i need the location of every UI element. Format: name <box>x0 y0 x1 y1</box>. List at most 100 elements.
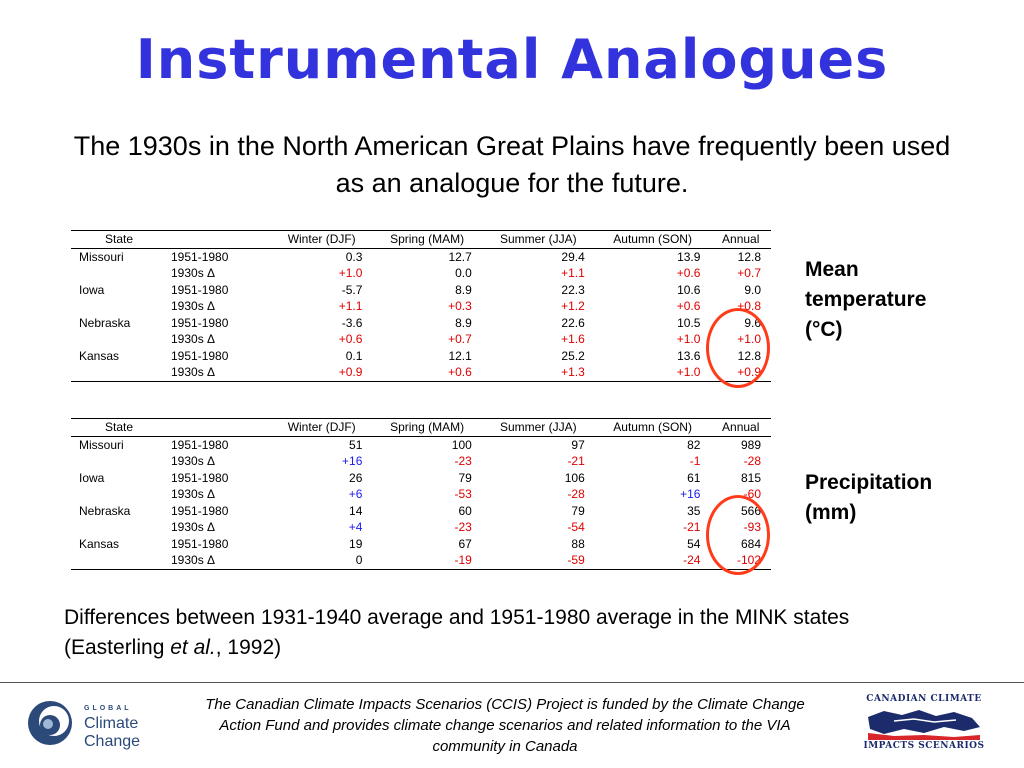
temperature-annual-highlight-ring <box>706 308 770 388</box>
autumn-cell: 82 <box>687 437 701 452</box>
autumn-cell: 10.6 <box>677 282 701 297</box>
period-cell: 1930s Δ <box>171 454 216 469</box>
period-cell: 1951-1980 <box>171 437 229 452</box>
period-cell: 1951-1980 <box>171 503 229 518</box>
table-row: Nebraska 1951-1980 -3.6 8.9 22.6 10.5 9.6 <box>71 315 771 332</box>
autumn-cell: -21 <box>683 520 701 535</box>
spring-cell: +0.3 <box>448 299 472 314</box>
period-cell: 1930s Δ <box>171 332 216 347</box>
autumn-cell: -1 <box>689 454 701 469</box>
table-row: Kansas 1951-1980 19 67 88 54 684 <box>71 536 771 553</box>
spring-cell: 8.9 <box>455 282 472 297</box>
header-autumn: Autumn (SON) <box>594 230 711 249</box>
spring-cell: 8.9 <box>455 315 472 330</box>
logo-global-text: GLOBAL <box>84 705 132 712</box>
header-annual: Annual <box>710 230 771 249</box>
annual-cell: 9.0 <box>744 282 761 297</box>
winter-cell: +6 <box>348 487 363 502</box>
winter-cell: +1.0 <box>338 266 363 281</box>
header-annual: Annual <box>710 418 771 437</box>
table-row: Missouri 1951-1980 0.3 12.7 29.4 13.9 12.8 <box>71 248 771 265</box>
source-note: Differences between 1931-1940 average an… <box>64 603 944 663</box>
temperature-label-line: Mean <box>805 258 859 281</box>
spring-cell: -53 <box>454 487 472 502</box>
temperature-table: State Winter (DJF) Spring (MAM) Summer (… <box>71 230 771 382</box>
autumn-cell: 35 <box>687 503 701 518</box>
header-period <box>167 230 271 249</box>
table-row: 1930s Δ +16 -23 -21 -1 -28 <box>71 453 771 470</box>
summer-cell: 22.6 <box>561 315 585 330</box>
state-cell: Missouri <box>79 249 124 264</box>
summer-cell: -54 <box>567 520 585 535</box>
header-winter: Winter (DJF) <box>271 230 373 249</box>
summer-cell: -59 <box>481 552 595 570</box>
summer-cell: +1.6 <box>561 332 585 347</box>
header-state: State <box>71 418 167 437</box>
source-note-year: , 1992) <box>215 636 282 659</box>
precipitation-label-line: (mm) <box>805 501 857 524</box>
autumn-cell: +1.0 <box>594 364 711 382</box>
table-row: Kansas 1951-1980 0.1 12.1 25.2 13.6 12.8 <box>71 348 771 365</box>
winter-cell: -3.6 <box>341 315 363 330</box>
summer-cell: 25.2 <box>561 348 585 363</box>
source-note-etal: et al. <box>170 636 216 659</box>
period-cell: 1951-1980 <box>171 536 229 551</box>
spring-cell: 67 <box>458 536 472 551</box>
precipitation-annual-highlight-ring <box>706 495 770 575</box>
source-note-text: Differences between 1931-1940 average an… <box>64 606 850 659</box>
header-period <box>167 418 271 437</box>
summer-cell: 79 <box>571 503 585 518</box>
summer-cell: -28 <box>567 487 585 502</box>
table-row: 1930s Δ +6 -53 -28 +16 -60 <box>71 486 771 503</box>
autumn-cell: +1.0 <box>676 332 701 347</box>
spring-cell: -23 <box>454 520 472 535</box>
precipitation-table: State Winter (DJF) Spring (MAM) Summer (… <box>71 418 771 570</box>
state-cell <box>71 331 167 348</box>
table-row: Missouri 1951-1980 51 100 97 82 989 <box>71 436 771 453</box>
global-climate-change-logo: GLOBAL Climate Change <box>24 695 194 751</box>
state-cell <box>71 486 167 503</box>
autumn-cell: +0.6 <box>676 299 701 314</box>
winter-cell: +1.1 <box>338 299 363 314</box>
header-autumn: Autumn (SON) <box>594 418 711 437</box>
summer-cell: +1.3 <box>481 364 595 382</box>
table-row: 1930s Δ 0 -19 -59 -24 -102 <box>71 552 771 570</box>
period-cell: 1930s Δ <box>171 266 216 281</box>
autumn-cell: +16 <box>680 487 701 502</box>
temperature-label-line: temperature <box>805 288 927 311</box>
annual-cell: 12.8 <box>737 249 761 264</box>
winter-cell: +16 <box>342 454 363 469</box>
state-cell: Nebraska <box>79 503 131 518</box>
header-summer: Summer (JJA) <box>481 418 595 437</box>
winter-cell: 0 <box>271 552 373 570</box>
state-cell <box>71 364 167 382</box>
spring-cell: +0.7 <box>448 332 472 347</box>
period-cell: 1951-1980 <box>171 470 229 485</box>
ccis-logo: CANADIAN CLIMATE IMPACTS SCENARIOS <box>862 694 986 754</box>
autumn-cell: -24 <box>594 552 711 570</box>
temperature-label: Mean temperature (°C) <box>805 255 926 345</box>
table-header-row: State Winter (DJF) Spring (MAM) Summer (… <box>71 230 771 249</box>
winter-cell: 51 <box>349 437 363 452</box>
spring-cell: -23 <box>454 454 472 469</box>
slide-title: Instrumental Analogues <box>135 28 889 91</box>
summer-cell: -21 <box>567 454 585 469</box>
table-row: 1930s Δ +0.6 +0.7 +1.6 +1.0 +1.0 <box>71 331 771 348</box>
table-header-row: State Winter (DJF) Spring (MAM) Summer (… <box>71 418 771 437</box>
winter-cell: +0.9 <box>271 364 373 382</box>
table-row: 1930s Δ +1.0 0.0 +1.1 +0.6 +0.7 <box>71 265 771 282</box>
winter-cell: 14 <box>349 503 363 518</box>
state-cell <box>71 552 167 570</box>
winter-cell: +0.6 <box>338 332 363 347</box>
table-row: 1930s Δ +1.1 +0.3 +1.2 +0.6 +0.8 <box>71 298 771 315</box>
state-cell: Missouri <box>79 437 124 452</box>
winter-cell: 0.3 <box>345 249 363 264</box>
temperature-label-line: (°C) <box>805 318 843 341</box>
autumn-cell: +0.6 <box>676 266 701 281</box>
annual-cell: 989 <box>740 437 761 452</box>
header-spring: Spring (MAM) <box>372 418 482 437</box>
logo-climate-change-text: Climate Change <box>84 715 141 750</box>
period-cell: 1930s Δ <box>167 552 271 570</box>
spring-cell: -19 <box>372 552 482 570</box>
period-cell: 1930s Δ <box>167 364 271 382</box>
